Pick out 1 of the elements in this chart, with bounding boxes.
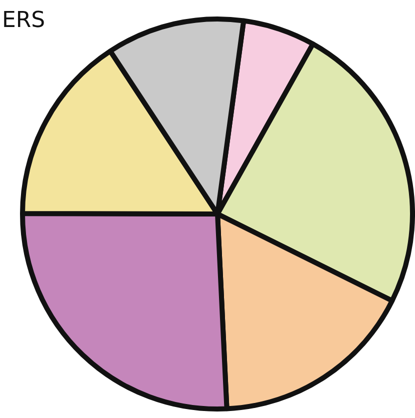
chart-title: ERS [2,8,46,33]
